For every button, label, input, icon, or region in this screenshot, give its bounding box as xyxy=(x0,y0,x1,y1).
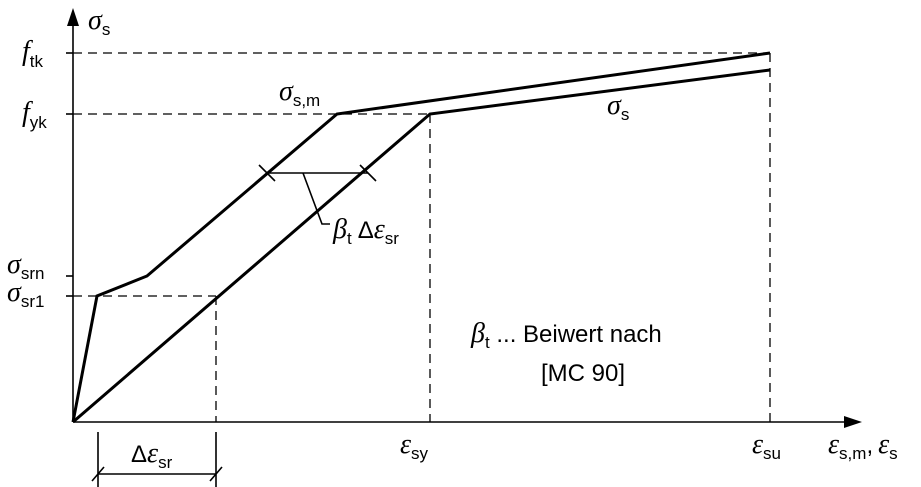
note-line-2: [MC 90] xyxy=(541,360,625,387)
sigma-s-curve xyxy=(72,68,771,424)
x-axis-arrowhead xyxy=(844,416,862,428)
note-line-1: βt ... Beiwert nach xyxy=(470,318,662,352)
offset-tick-right xyxy=(359,164,377,182)
sigma-srn-label: σsrn xyxy=(7,249,44,283)
sigma-sm-curve xyxy=(71,51,771,423)
dim-tick-left xyxy=(91,466,105,482)
beta-delta-eps-label: βt Δεsr xyxy=(332,214,399,248)
eps-su-label: εsu xyxy=(752,429,781,463)
y-axis-label: σs xyxy=(88,5,110,39)
ftk-label: ftk xyxy=(22,36,44,71)
sigma-sr1-label: σsr1 xyxy=(7,277,44,311)
offset-tick-left xyxy=(258,164,276,182)
beta-leader-line xyxy=(302,172,330,225)
eps-sy-label: εsy xyxy=(400,429,429,463)
y-axis-arrowhead xyxy=(67,8,79,26)
sigma-s-curve-label: σs xyxy=(607,90,629,124)
sigma-sm-curve-label: σs,m xyxy=(279,76,320,110)
x-axis-label: εs,m, εs xyxy=(828,429,898,463)
fyk-label: fyk xyxy=(22,97,47,132)
delta-eps-sr-label: Δεsr xyxy=(131,438,173,472)
